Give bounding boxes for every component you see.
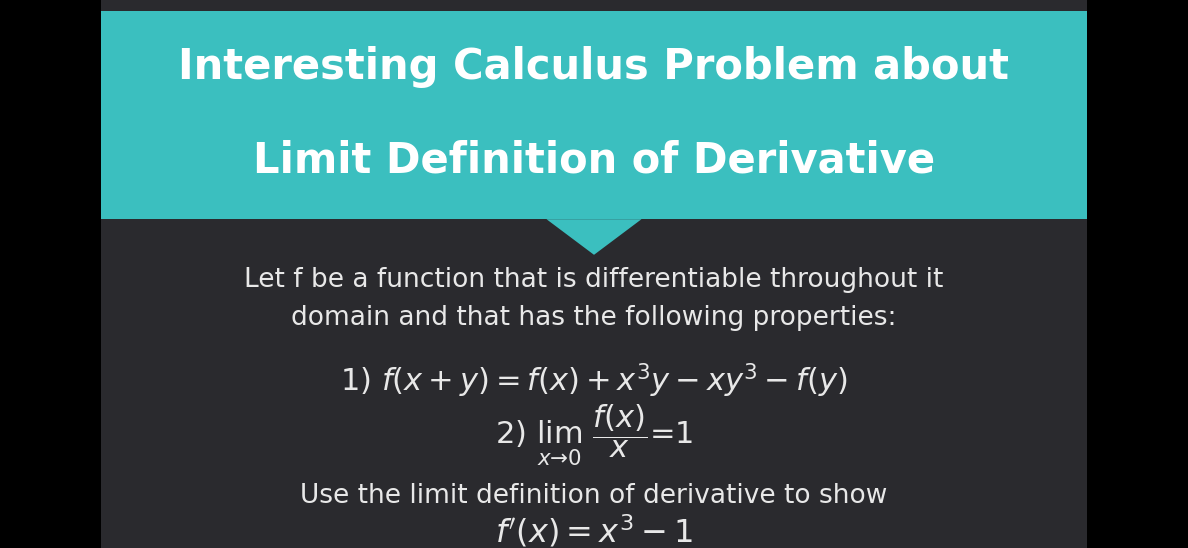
Text: Interesting Calculus Problem about: Interesting Calculus Problem about bbox=[178, 46, 1010, 88]
Polygon shape bbox=[546, 219, 642, 255]
Text: $f'(x)=x^3 - 1$: $f'(x)=x^3 - 1$ bbox=[495, 513, 693, 548]
Text: $\mathit{1)}\ f(x + y) = f(x) + x^3y - xy^3 - f(y)$: $\mathit{1)}\ f(x + y) = f(x) + x^3y - x… bbox=[340, 362, 848, 400]
Bar bbox=[101, 0, 1087, 548]
Text: Let f be a function that is differentiable throughout it
domain and that has the: Let f be a function that is differentiab… bbox=[245, 267, 943, 330]
Bar bbox=[101, 11, 1087, 219]
Text: Limit Definition of Derivative: Limit Definition of Derivative bbox=[253, 140, 935, 182]
Text: Use the limit definition of derivative to show: Use the limit definition of derivative t… bbox=[301, 483, 887, 509]
Text: $\mathit{2)}\ \lim_{x \to 0}\ \dfrac{f(x)}{x} = 1$: $\mathit{2)}\ \lim_{x \to 0}\ \dfrac{f(x… bbox=[495, 403, 693, 468]
